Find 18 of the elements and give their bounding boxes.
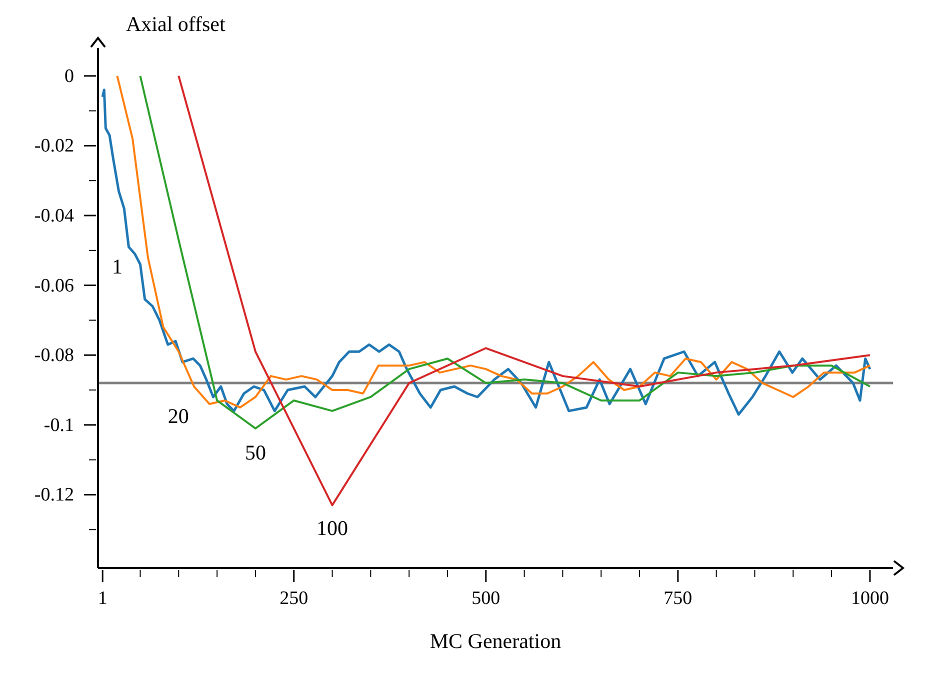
series-label: 1 xyxy=(112,254,122,278)
x-tick-label: 1000 xyxy=(850,588,889,609)
y-tick-label: -0.04 xyxy=(34,206,74,227)
y-tick-label: -0.12 xyxy=(34,484,74,506)
y-tick-label: 0 xyxy=(64,66,74,87)
series-label: 100 xyxy=(316,516,348,540)
y-tick-label: -0.06 xyxy=(34,275,74,296)
y-axis-title: Axial offset xyxy=(126,12,226,37)
y-tick-label: -0.1 xyxy=(44,414,74,436)
y-tick-label: -0.08 xyxy=(34,345,74,366)
x-tick-label: 750 xyxy=(664,588,692,609)
series-label: 20 xyxy=(168,404,189,428)
series-label: 50 xyxy=(244,440,266,464)
x-axis-title: MC Generation xyxy=(430,629,562,653)
x-tick-label: 250 xyxy=(280,588,308,609)
x-tick-label: 500 xyxy=(472,588,500,609)
x-tick-label: 1 xyxy=(98,588,108,609)
y-tick-label: -0.02 xyxy=(34,136,74,157)
